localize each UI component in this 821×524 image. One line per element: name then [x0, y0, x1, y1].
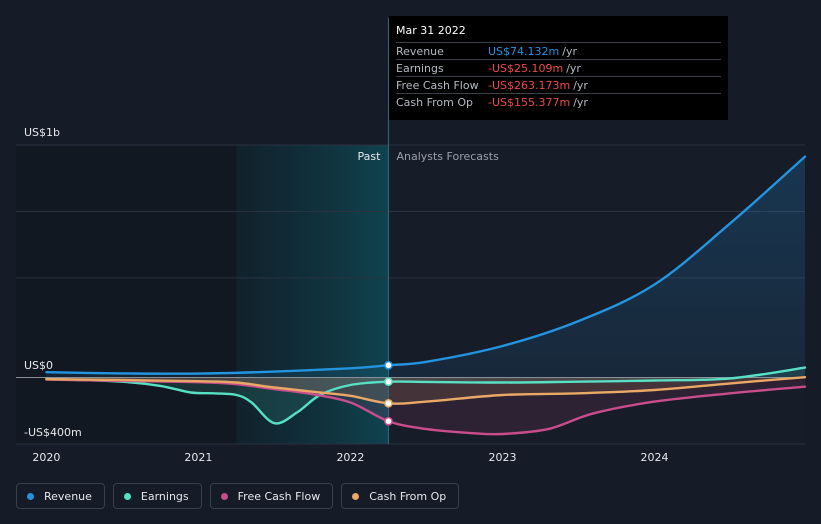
forecast-label: Analysts Forecasts [396, 150, 499, 163]
revenue-dot-icon [27, 492, 34, 500]
tooltip-row-unit: /yr [573, 95, 588, 109]
tooltip-row: Revenue US$74.132m /yr [396, 42, 721, 59]
tooltip-date: Mar 31 2022 [396, 24, 466, 37]
cash-from-op-dot-icon [352, 492, 360, 500]
tooltip-row: Free Cash Flow -US$263.173m /yr [396, 76, 721, 93]
tooltip: Mar 31 2022 Revenue US$74.132m /yr Earni… [389, 16, 728, 120]
legend-item-earnings[interactable]: Earnings [112, 483, 202, 509]
legend-item-free-cash-flow[interactable]: Free Cash Flow [209, 483, 334, 509]
legend-label: Free Cash Flow [237, 489, 321, 503]
tooltip-row-value: -US$25.109m [488, 61, 564, 75]
x-tick-label: 2023 [488, 451, 516, 464]
free-cash-flow-line [45, 378, 807, 436]
tooltip-row-name: Cash From Op [396, 95, 474, 109]
legend-item-revenue[interactable]: Revenue [16, 483, 105, 509]
x-tick-label: 2021 [184, 451, 212, 464]
legend-label: Earnings [140, 489, 189, 503]
tooltip-row-name: Revenue [396, 44, 444, 58]
revenue-marker [384, 360, 393, 370]
y-label-top: US$1b [24, 126, 60, 139]
cash-from-op-area [46, 377, 805, 404]
tooltip-row-value: -US$155.377m [488, 95, 571, 109]
x-tick-label: 2024 [640, 451, 668, 464]
tooltip-row-value: US$74.132m [488, 44, 560, 58]
tooltip-row: Cash From Op -US$155.377m /yr [396, 93, 721, 110]
tooltip-row-value: -US$263.173m [488, 78, 571, 92]
y-label-bottom: -US$400m [24, 426, 82, 439]
tooltip-row-name: Earnings [396, 61, 444, 75]
cash-from-op-marker [384, 398, 393, 408]
earnings-dot-icon [123, 492, 131, 500]
earnings-marker [384, 377, 393, 387]
x-tick-label: 2022 [336, 451, 364, 464]
legend-label: Revenue [44, 489, 92, 503]
tooltip-row-unit: /yr [573, 78, 588, 92]
tooltip-row-unit: /yr [562, 44, 577, 58]
x-tick-label: 2020 [32, 451, 60, 464]
legend: Revenue Earnings Free Cash Flow Cash Fro… [16, 483, 460, 509]
free-cash-flow-marker [384, 416, 393, 426]
y-label-zero: US$0 [24, 359, 53, 372]
tooltip-row-unit: /yr [566, 61, 581, 75]
past-label: Past [358, 150, 382, 163]
revenue-line [45, 155, 807, 375]
revenue-area [46, 156, 805, 378]
earnings-line [45, 366, 807, 425]
tooltip-row: Earnings -US$25.109m /yr [396, 59, 721, 76]
legend-item-cash-from-op[interactable]: Cash From Op [341, 483, 460, 509]
free-cash-flow-dot-icon [220, 492, 228, 500]
cash-from-op-line [45, 376, 807, 405]
legend-label: Cash From Op [369, 489, 447, 503]
tooltip-row-name: Free Cash Flow [396, 78, 479, 92]
